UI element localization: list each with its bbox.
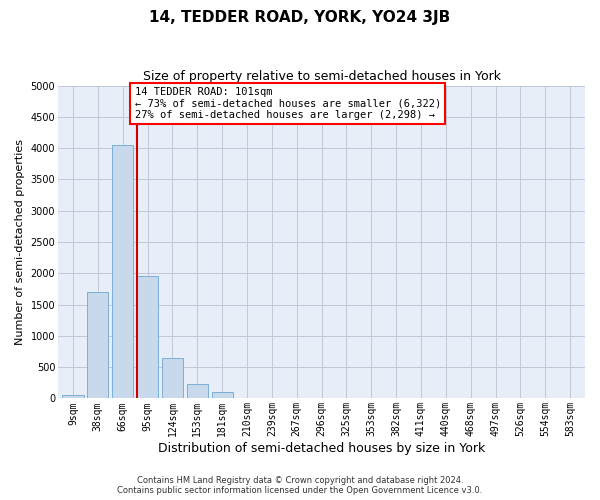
Bar — [62, 396, 83, 398]
Bar — [212, 392, 233, 398]
Y-axis label: Number of semi-detached properties: Number of semi-detached properties — [15, 139, 25, 345]
Text: 14, TEDDER ROAD, YORK, YO24 3JB: 14, TEDDER ROAD, YORK, YO24 3JB — [149, 10, 451, 25]
Bar — [112, 145, 133, 399]
Bar — [137, 276, 158, 398]
Text: 14 TEDDER ROAD: 101sqm
← 73% of semi-detached houses are smaller (6,322)
27% of : 14 TEDDER ROAD: 101sqm ← 73% of semi-det… — [134, 87, 441, 120]
X-axis label: Distribution of semi-detached houses by size in York: Distribution of semi-detached houses by … — [158, 442, 485, 455]
Bar — [162, 358, 183, 399]
Title: Size of property relative to semi-detached houses in York: Size of property relative to semi-detach… — [143, 70, 500, 83]
Bar — [87, 292, 109, 399]
Text: Contains HM Land Registry data © Crown copyright and database right 2024.
Contai: Contains HM Land Registry data © Crown c… — [118, 476, 482, 495]
Bar — [187, 384, 208, 398]
